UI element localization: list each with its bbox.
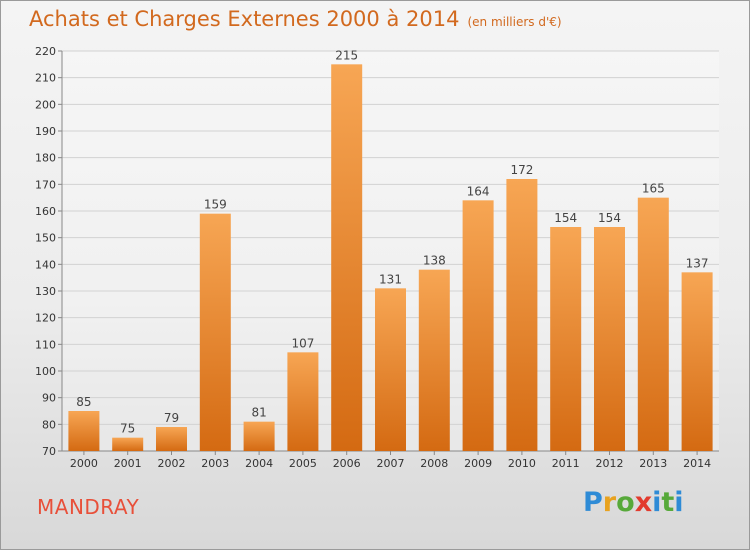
x-tick-label-2009: 2009 xyxy=(464,457,492,470)
value-label-2010: 172 xyxy=(510,163,533,177)
x-tick-label-2012: 2012 xyxy=(596,457,624,470)
y-tick-label: 100 xyxy=(35,365,56,378)
y-tick-label: 70 xyxy=(42,445,56,458)
bar-2014 xyxy=(681,272,713,451)
title-main: Achats et Charges Externes 2000 à 2014 xyxy=(29,7,460,31)
bar-2013 xyxy=(637,197,669,451)
value-label-2014: 137 xyxy=(686,256,709,270)
y-tick-label: 110 xyxy=(35,338,56,351)
value-label-2001: 75 xyxy=(120,422,135,436)
bar-2006 xyxy=(331,64,363,452)
bar-2010 xyxy=(506,179,538,451)
bar-2011 xyxy=(550,227,582,451)
bar-2001 xyxy=(112,437,144,451)
x-tick-label-2000: 2000 xyxy=(70,457,98,470)
value-label-2009: 164 xyxy=(467,184,490,198)
x-tick-label-2004: 2004 xyxy=(245,457,273,470)
commune-name: MANDRAY xyxy=(37,495,140,519)
y-tick-label: 190 xyxy=(35,125,56,138)
value-label-2011: 154 xyxy=(554,211,577,225)
value-label-2005: 107 xyxy=(291,336,314,350)
bar-2003 xyxy=(199,213,231,451)
y-tick-label: 150 xyxy=(35,232,56,245)
y-tick-label: 90 xyxy=(42,392,56,405)
y-tick-label: 220 xyxy=(35,45,56,58)
value-label-2003: 159 xyxy=(204,198,227,212)
y-tick-label: 140 xyxy=(35,258,56,271)
bar-2005 xyxy=(287,352,319,451)
bar-2004 xyxy=(243,421,275,451)
y-tick-label: 210 xyxy=(35,72,56,85)
chart-title: Achats et Charges Externes 2000 à 2014 (e… xyxy=(29,7,562,31)
x-tick-label-2006: 2006 xyxy=(333,457,361,470)
x-tick-label-2008: 2008 xyxy=(420,457,448,470)
bar-2009 xyxy=(462,200,494,451)
proxiti-logo: Proxiti xyxy=(583,487,684,518)
x-tick-label-2013: 2013 xyxy=(639,457,667,470)
bar-2012 xyxy=(594,227,625,451)
y-tick-label: 200 xyxy=(35,98,56,111)
value-label-2000: 85 xyxy=(76,395,91,409)
value-label-2004: 81 xyxy=(251,406,266,420)
value-label-2002: 79 xyxy=(164,411,179,425)
x-tick-label-2005: 2005 xyxy=(289,457,317,470)
x-tick-label-2001: 2001 xyxy=(114,457,142,470)
bar-2002 xyxy=(156,427,187,451)
y-tick-label: 170 xyxy=(35,178,56,191)
x-tick-label-2003: 2003 xyxy=(201,457,229,470)
x-tick-label-2011: 2011 xyxy=(552,457,580,470)
x-tick-label-2014: 2014 xyxy=(683,457,711,470)
value-label-2007: 131 xyxy=(379,272,402,286)
bar-2000 xyxy=(68,411,100,451)
title-unit: (en milliers d'€) xyxy=(467,15,562,29)
y-tick-label: 80 xyxy=(42,418,56,431)
x-tick-label-2007: 2007 xyxy=(377,457,405,470)
y-tick-label: 180 xyxy=(35,152,56,165)
value-label-2006: 215 xyxy=(335,48,358,62)
y-tick-label: 130 xyxy=(35,285,56,298)
bar-2008 xyxy=(418,269,450,451)
x-tick-label-2002: 2002 xyxy=(158,457,186,470)
value-label-2013: 165 xyxy=(642,182,665,196)
value-label-2012: 154 xyxy=(598,211,621,225)
bar-2007 xyxy=(375,288,406,451)
y-tick-label: 160 xyxy=(35,205,56,218)
y-tick-label: 120 xyxy=(35,312,56,325)
x-tick-label-2010: 2010 xyxy=(508,457,536,470)
value-label-2008: 138 xyxy=(423,254,446,268)
